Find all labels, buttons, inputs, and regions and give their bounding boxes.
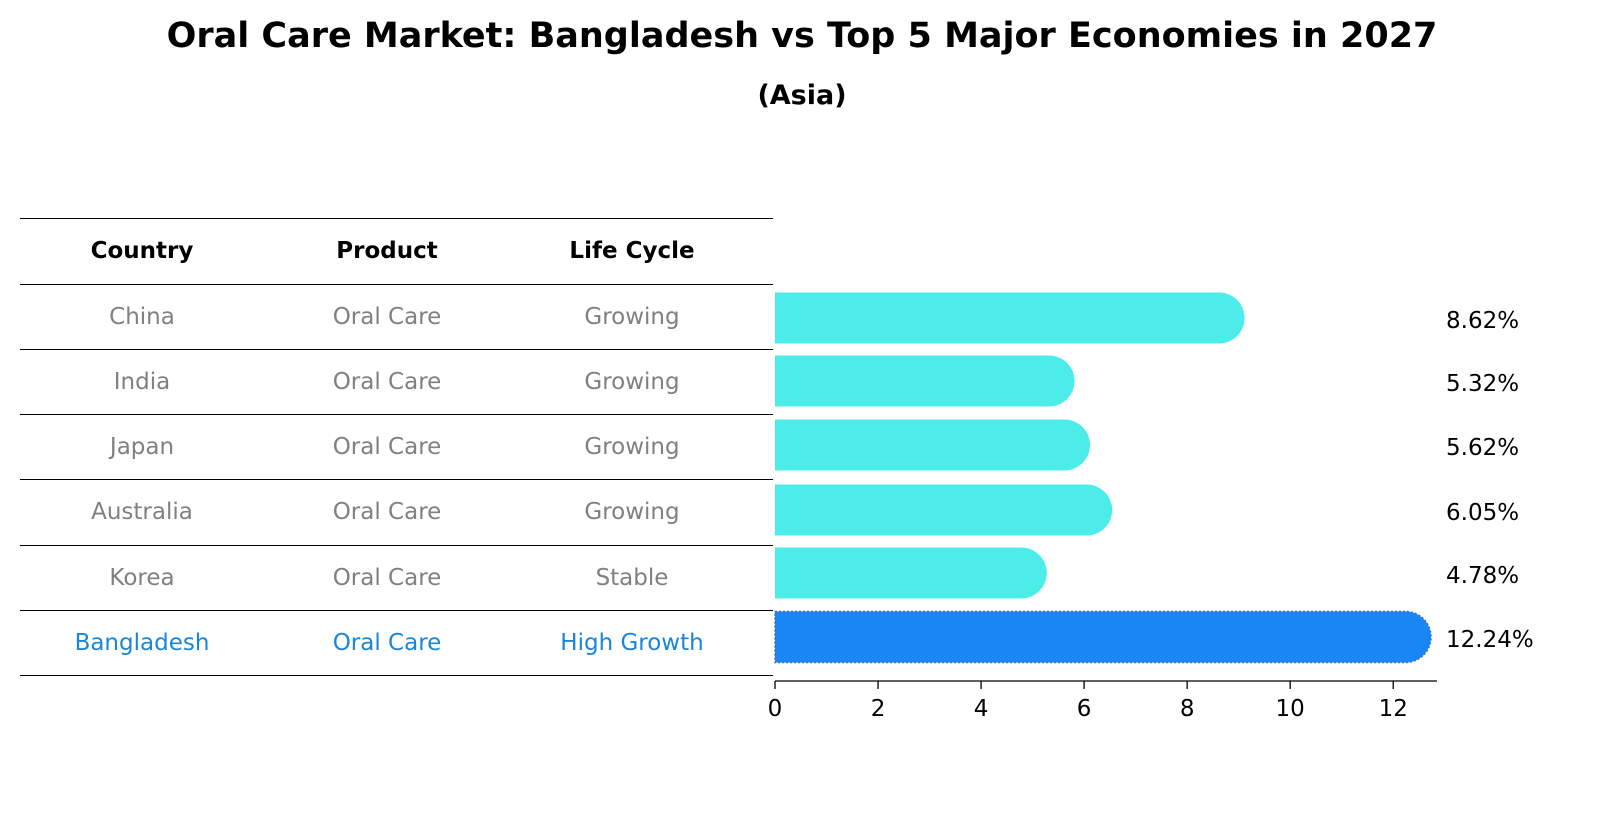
table-rule [20, 610, 773, 611]
bar-value-label: 5.62% [1446, 435, 1519, 461]
table-cell-product: Oral Care [332, 499, 442, 525]
table-cell-country: Australia [91, 499, 193, 525]
table-rule [20, 675, 773, 676]
table-rule [20, 479, 773, 480]
bar-japan [775, 419, 1091, 471]
table-cell-life-cycle: Stable [595, 564, 669, 591]
x-tick-label: 4 [974, 696, 989, 722]
table-cell-product: Oral Care [332, 303, 442, 330]
chart-title: Oral Care Market: Bangladesh vs Top 5 Ma… [166, 16, 1438, 56]
table-rule [20, 545, 773, 546]
bar-australia [775, 484, 1113, 536]
bar-india [775, 355, 1075, 407]
bar-value-label: 4.78% [1446, 563, 1519, 589]
table-cell-country: Japan [109, 433, 175, 460]
table-cell-country: India [113, 368, 171, 395]
table-header-cell: Country [90, 238, 194, 264]
bar-bangladesh [774, 610, 1432, 664]
table-cell-product: Oral Care [332, 368, 442, 395]
x-tick-label: 0 [768, 696, 783, 722]
table-cell-life-cycle: Growing [584, 368, 680, 395]
table-cell-country: Bangladesh [74, 629, 210, 656]
table-rule [20, 218, 773, 219]
bar-korea [775, 547, 1047, 599]
table-header-cell: Product [336, 238, 438, 264]
table-rule [20, 414, 773, 415]
bar-value-label: 6.05% [1446, 500, 1519, 526]
bar-value-label: 12.24% [1446, 627, 1534, 653]
x-tick-label: 2 [871, 696, 886, 722]
table-cell-product: Oral Care [332, 433, 442, 460]
table-cell-life-cycle: Growing [584, 303, 680, 330]
bar-value-label: 5.32% [1446, 371, 1519, 397]
table-cell-life-cycle: Growing [584, 433, 680, 460]
chart-subtitle: (Asia) [757, 80, 847, 111]
x-tick-label: 6 [1077, 696, 1092, 722]
x-tick-label: 8 [1180, 696, 1195, 722]
table-rule [20, 349, 773, 350]
x-tick-label: 10 [1276, 696, 1305, 722]
table-cell-product: Oral Care [332, 564, 442, 591]
table-cell-life-cycle: Growing [584, 499, 680, 525]
table-cell-country: Korea [109, 564, 175, 591]
table-rule [20, 284, 773, 285]
bar-value-label: 8.62% [1446, 308, 1519, 334]
x-tick-label: 12 [1379, 696, 1408, 722]
bar-china [775, 292, 1245, 344]
table-cell-life-cycle: High Growth [560, 629, 704, 656]
table-cell-country: China [109, 303, 175, 330]
table-header-cell: Life Cycle [569, 238, 695, 264]
table-cell-product: Oral Care [332, 629, 442, 656]
